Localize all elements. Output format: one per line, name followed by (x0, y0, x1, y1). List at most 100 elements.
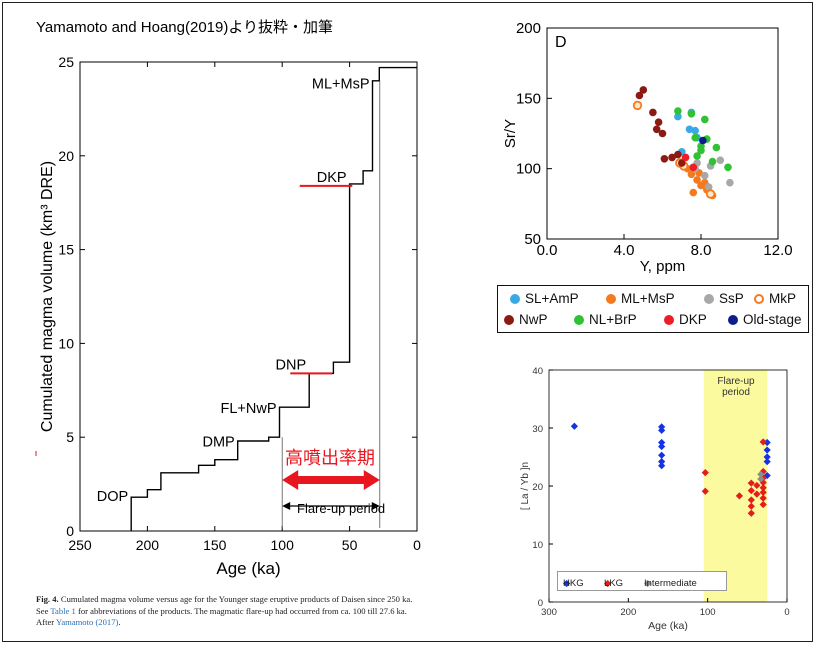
y-tick-label: 20 (532, 482, 543, 493)
point-nwp (654, 118, 663, 126)
x-tick-label: 12.0 (763, 242, 792, 259)
x-tick-label: 0.0 (537, 242, 558, 259)
point-hkg (658, 458, 666, 466)
point-nl-brp (708, 157, 717, 166)
point-lkg (747, 487, 755, 495)
point-ml-msp (693, 176, 701, 184)
point-dkp (681, 153, 690, 162)
point-nwp (649, 108, 657, 117)
point-nwp (639, 86, 648, 94)
point-lkg (759, 488, 767, 496)
caption-table-link[interactable]: Table 1 (50, 605, 76, 616)
point-hkg (658, 442, 666, 451)
legend-item-sl-amp: SL+AmP (510, 291, 579, 306)
panel-label: D (555, 34, 567, 51)
la-yb-legend: ◆ HKG ◆ LKG ◆ Intermediate (557, 571, 727, 591)
y-tick-label: 0 (66, 523, 74, 539)
point-ssp (716, 156, 725, 164)
point-hkg (658, 438, 666, 447)
point-lkg (753, 490, 761, 498)
annotation-label: FL+NwP (220, 401, 276, 417)
high-eruption-rate-label: 高噴出率期 (285, 448, 375, 468)
point-intermediate (757, 470, 765, 478)
point-nwp (658, 129, 667, 138)
point-mkp (705, 189, 716, 199)
point-hkg (763, 471, 771, 480)
point-lkg (759, 478, 767, 487)
point-ml-msp (689, 188, 698, 197)
x-tick-label: 50 (342, 537, 358, 553)
flare-up-period-label-2: Flare-up period (717, 376, 755, 398)
y-axis-label: Cumulated magma volume (km³ DRE) (39, 161, 56, 432)
y-tick-label: 15 (58, 242, 74, 258)
annotation-label: DNP (276, 358, 307, 374)
point-lkg (759, 494, 767, 502)
point-intermediate (757, 475, 765, 483)
y-tick-label: 20 (58, 148, 74, 164)
legend-item-dkp: DKP (664, 312, 707, 327)
point-hkg (763, 453, 771, 461)
point-nl-brp (687, 110, 696, 118)
red-arrow-head-left (282, 470, 299, 490)
point-nwp (674, 150, 682, 159)
y-tick-label: 0 (538, 598, 543, 609)
point-lkg (747, 509, 755, 517)
y-tick-label: 30 (532, 424, 543, 435)
point-hkg (763, 458, 771, 466)
legend-item-mkp: MkP (754, 291, 796, 306)
point-lkg (759, 484, 767, 492)
point-nwp (660, 155, 669, 163)
figure-caption: Fig. 4. Cumulated magma volume versus ag… (36, 594, 426, 629)
x-axis-label: Y, ppm (640, 258, 686, 275)
annotation-label: DOP (97, 489, 128, 505)
x-axis-label: Age (ka) (648, 620, 688, 632)
point-ssp (726, 178, 734, 187)
annotation-label: DKP (317, 170, 347, 186)
point-nwp (635, 91, 644, 100)
legend-item-old-stage: Old-stage (728, 312, 802, 327)
x-tick-label: 100 (700, 607, 716, 618)
point-nl-brp (691, 133, 699, 142)
x-tick-label: 100 (271, 537, 295, 553)
point-hkg (658, 462, 666, 470)
flare-up-arrow-head-right (371, 502, 380, 510)
y-tick-label: 100 (516, 161, 541, 178)
point-ssp (704, 183, 713, 191)
point-lkg (759, 438, 767, 446)
credit-text: Yamamoto and Hoang(2019)より抜粋・加筆 (36, 19, 334, 36)
caption-reference-link[interactable]: Yamamoto (2017) (55, 617, 119, 627)
cumulative-volume-line (130, 66, 417, 531)
point-lkg (747, 479, 755, 487)
legend-item-ssp: SsP (704, 291, 744, 306)
y-tick-label: 40 (532, 366, 543, 377)
point-dkp (689, 163, 698, 172)
point-nl-brp (693, 152, 701, 160)
red-arrow-head-right (363, 470, 380, 490)
point-lkg (747, 496, 755, 504)
x-tick-label: 4.0 (614, 242, 635, 259)
point-nl-brp (712, 143, 721, 152)
caption-text-3: . (118, 617, 121, 627)
x-tick-label: 250 (68, 537, 92, 553)
flare-up-arrow-head-left (282, 502, 291, 510)
point-hkg (658, 426, 666, 434)
y-tick-label: 25 (58, 54, 74, 70)
x-tick-label: 8.0 (691, 242, 712, 259)
legend-item-nwp: NwP (504, 312, 548, 327)
y-axis-label: Sr/Y (502, 119, 519, 148)
point-lkg (759, 467, 767, 476)
point-nl-brp (724, 163, 732, 172)
point-hkg (570, 422, 578, 430)
legend-item-ml-msp: ML+MsP (606, 291, 675, 306)
y-tick-label: 200 (516, 20, 541, 37)
sr-y-legend: SL+AmP ML+MsP SsP MkP NwP NL+BrP DKP Old… (497, 285, 809, 333)
x-tick-label: 200 (136, 537, 160, 553)
point-hkg (763, 446, 771, 454)
flare-up-period-label: Flare-up period (297, 501, 386, 516)
legend-item-nl-brp: NL+BrP (574, 312, 637, 327)
point-lkg (735, 492, 743, 500)
point-old-stage (699, 136, 707, 145)
